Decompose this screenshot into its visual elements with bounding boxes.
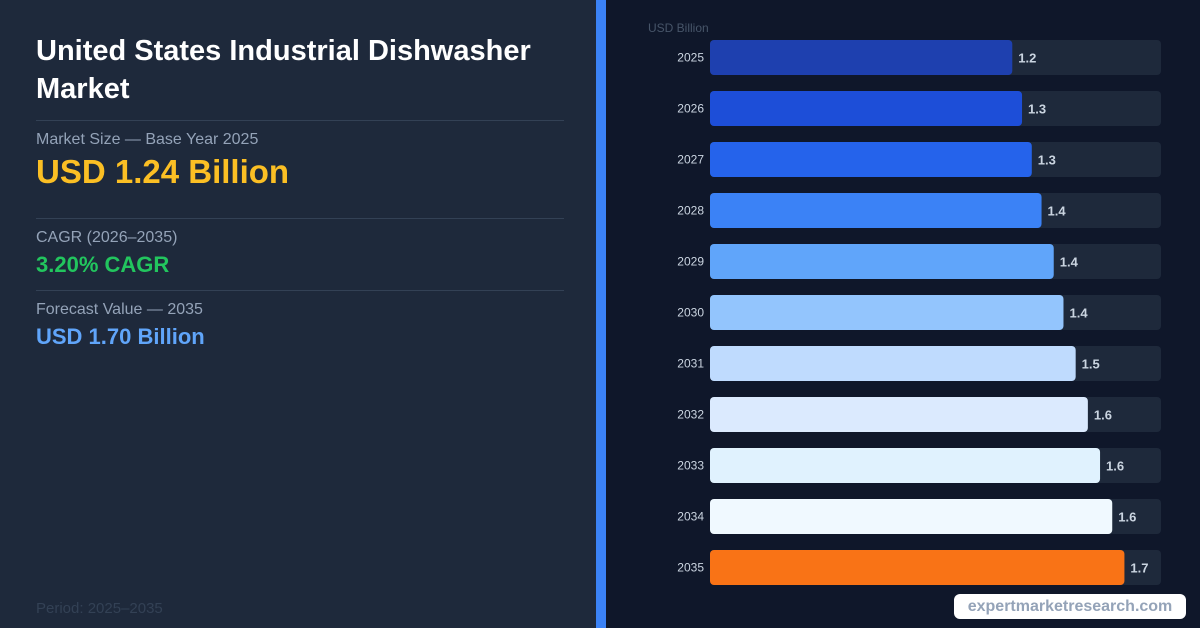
bar-2031 xyxy=(710,346,1076,381)
cagr-label: CAGR (2026–2035) xyxy=(36,229,178,246)
category-label-2034: 2034 xyxy=(677,510,704,524)
summary-panel: United States Industrial Dishwasher Mark… xyxy=(0,0,596,628)
bar-2035 xyxy=(710,550,1125,585)
data-label-2033: 1.6 xyxy=(1106,459,1124,474)
data-label-2028: 1.4 xyxy=(1048,204,1067,219)
bar-chart: USD Billion 2025 1.2 2026 1.3 2027 1.3 2028 1.4… xyxy=(648,21,1161,585)
data-label-2029: 1.4 xyxy=(1060,255,1079,270)
bar-2030 xyxy=(710,295,1064,330)
category-label-2026: 2026 xyxy=(677,102,704,116)
bar-2028 xyxy=(710,193,1042,228)
data-label-2025: 1.2 xyxy=(1018,51,1036,66)
category-label-2029: 2029 xyxy=(677,255,704,269)
divider-line xyxy=(36,218,564,219)
data-label-2030: 1.4 xyxy=(1069,306,1088,321)
bar-2034 xyxy=(710,499,1113,534)
forecast-value: USD 1.70 Billion xyxy=(36,324,205,349)
data-label-2034: 1.6 xyxy=(1118,510,1136,525)
divider-line xyxy=(36,120,564,121)
forecast-label: Forecast Value — 2035 xyxy=(36,301,203,318)
bar-2026 xyxy=(710,91,1023,126)
data-label-2026: 1.3 xyxy=(1028,102,1046,117)
cagr-value: 3.20% CAGR xyxy=(36,252,170,277)
category-label-2030: 2030 xyxy=(677,306,704,320)
bar-2029 xyxy=(710,244,1054,279)
bar-2025 xyxy=(710,40,1013,75)
bar-group: 2025 1.2 2026 1.3 2027 1.3 2028 1.4 2029 1.4 2030 1… xyxy=(677,40,1161,585)
category-label-2028: 2028 xyxy=(677,204,704,218)
accent-divider xyxy=(596,0,606,628)
category-label-2025: 2025 xyxy=(677,51,704,65)
data-label-2035: 1.7 xyxy=(1130,561,1148,576)
category-label-2035: 2035 xyxy=(677,561,704,575)
chart-panel: USD Billion 2025 1.2 2026 1.3 2027 1.3 2028 1.4… xyxy=(606,0,1200,628)
category-label-2027: 2027 xyxy=(677,153,704,167)
bar-2033 xyxy=(710,448,1101,483)
market-size-label: Market Size — Base Year 2025 xyxy=(36,131,259,148)
data-label-2027: 1.3 xyxy=(1038,153,1056,168)
watermark: expertmarketresearch.com xyxy=(954,594,1186,619)
category-label-2032: 2032 xyxy=(677,408,704,422)
divider-line xyxy=(36,290,564,291)
category-label-2033: 2033 xyxy=(677,459,704,473)
category-label-2031: 2031 xyxy=(677,357,704,371)
page-title: United States Industrial Dishwasher Mark… xyxy=(36,35,531,105)
period-text: Period: 2025–2035 xyxy=(36,600,163,617)
market-size-value: USD 1.24 Billion xyxy=(36,153,290,190)
data-label-2032: 1.6 xyxy=(1094,408,1112,423)
unit-label: USD Billion xyxy=(648,21,709,35)
bar-2027 xyxy=(710,142,1032,177)
data-label-2031: 1.5 xyxy=(1082,357,1100,372)
bar-2032 xyxy=(710,397,1088,432)
